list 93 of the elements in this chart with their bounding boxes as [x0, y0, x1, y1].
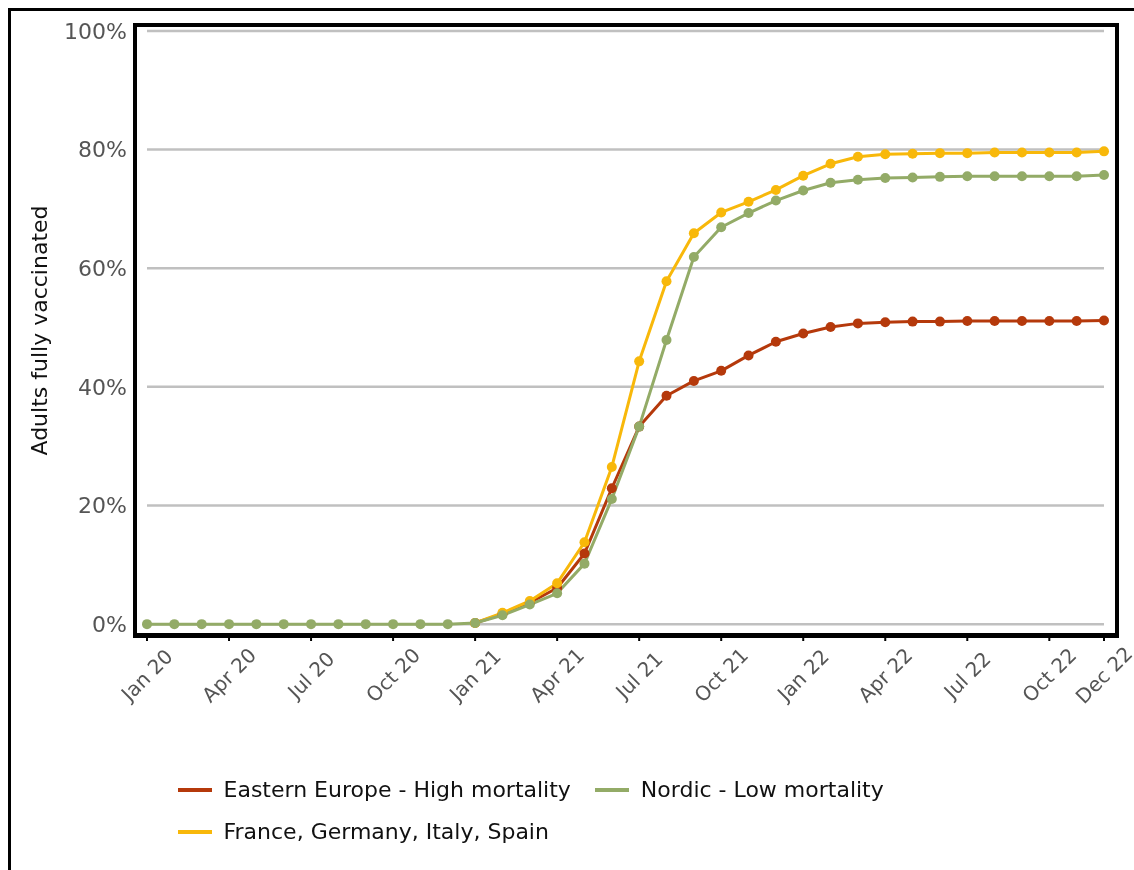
x-tick-label: Jul 22: [937, 646, 996, 705]
point: [415, 619, 426, 630]
point: [579, 537, 590, 548]
point: [442, 619, 453, 630]
x-tick-label: Jul 20: [281, 646, 340, 705]
point: [688, 375, 699, 386]
point: [634, 356, 645, 367]
point: [196, 619, 207, 630]
point: [1016, 171, 1027, 182]
x-tick-label: Apr 21: [525, 643, 590, 707]
point: [770, 195, 781, 206]
point: [661, 390, 672, 401]
point: [1099, 170, 1109, 181]
point: [606, 493, 617, 504]
x-tick-label: Jul 21: [609, 646, 668, 705]
point: [661, 334, 672, 345]
point: [962, 316, 973, 327]
point: [716, 207, 727, 218]
x-tick-label: Jan 21: [443, 644, 506, 708]
point: [278, 619, 289, 630]
point: [1071, 316, 1082, 327]
point: [743, 196, 754, 207]
point: [716, 222, 727, 233]
y-tick-label: 100%: [64, 18, 127, 44]
y-tick-label: 60%: [78, 256, 127, 282]
y-tick-label: 20%: [78, 493, 127, 519]
point: [880, 149, 891, 160]
point: [306, 619, 317, 630]
point: [825, 177, 836, 188]
legend-label: Eastern Europe - High mortality: [223, 776, 571, 804]
point: [743, 208, 754, 219]
x-tick-label: Jan 20: [114, 644, 178, 708]
point: [606, 483, 617, 494]
point: [934, 148, 945, 159]
point: [934, 171, 945, 182]
point: [688, 251, 699, 262]
point: [989, 316, 1000, 327]
point: [907, 148, 918, 159]
point: [1071, 147, 1082, 158]
point: [825, 158, 836, 169]
point: [907, 316, 918, 327]
point: [1099, 146, 1109, 157]
point: [1044, 316, 1055, 327]
point: [688, 228, 699, 239]
point: [1071, 171, 1082, 182]
point: [579, 548, 590, 559]
point: [743, 350, 754, 361]
point: [962, 171, 973, 182]
legend-label: France, Germany, Italy, Spain: [223, 818, 549, 846]
point: [1044, 147, 1055, 158]
point: [770, 184, 781, 195]
point: [852, 174, 863, 185]
point: [989, 147, 1000, 158]
x-tick-label: Jan 22: [771, 644, 834, 708]
point: [1099, 315, 1109, 326]
point: [907, 172, 918, 183]
point: [716, 365, 727, 376]
point: [770, 336, 781, 347]
point: [1016, 147, 1027, 158]
point: [852, 318, 863, 329]
point: [798, 185, 809, 196]
point: [224, 619, 235, 630]
legend-label: Nordic - Low mortality: [640, 776, 884, 804]
y-axis-title: Adults fully vaccinated: [26, 205, 52, 456]
point: [989, 171, 1000, 182]
point: [1016, 316, 1027, 327]
point: [360, 619, 371, 630]
x-tick-label: Apr 20: [197, 643, 261, 707]
point: [1044, 171, 1055, 182]
point: [333, 619, 344, 630]
point: [142, 619, 152, 630]
point: [606, 461, 617, 472]
point: [661, 276, 672, 287]
x-tick-label: Oct 21: [689, 643, 754, 707]
point: [169, 619, 180, 630]
point: [251, 619, 262, 630]
point: [388, 619, 399, 630]
y-tick-label: 80%: [78, 137, 127, 163]
point: [798, 328, 809, 339]
point: [880, 173, 891, 184]
point: [852, 151, 863, 162]
point: [552, 588, 563, 599]
point: [798, 170, 809, 181]
point: [825, 321, 836, 332]
point: [880, 317, 891, 328]
y-tick-label: 40%: [78, 374, 127, 400]
point: [552, 578, 563, 589]
point: [962, 148, 973, 159]
point: [579, 558, 590, 569]
x-tick-label: Oct 20: [361, 643, 426, 707]
point: [934, 316, 945, 327]
y-tick-label: 0%: [92, 611, 127, 637]
x-tick-label: Apr 22: [853, 643, 918, 707]
